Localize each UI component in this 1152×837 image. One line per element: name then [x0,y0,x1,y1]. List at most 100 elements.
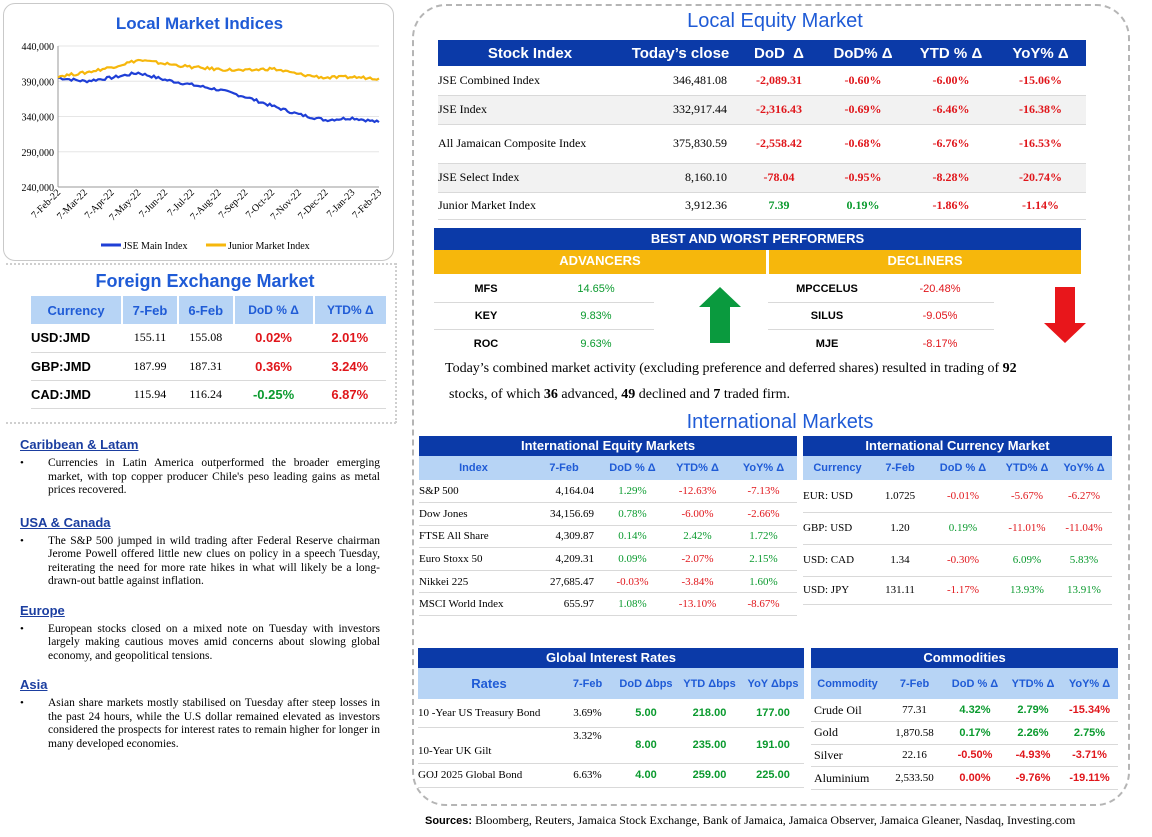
summary-text: stocks, of which [449,387,544,402]
equity-header-yoy: YoY% Δ [1012,44,1069,62]
news-section: Caribbean & Latam • Currencies in Latin … [20,437,380,751]
commodity-name: Crude Oil [811,699,884,723]
rates-name: GOJ 2025 Global Bond [418,763,560,788]
legend-label: Junior Market Index [228,241,310,252]
fx-divider-vertical [395,263,397,423]
ie-value: 4,209.31 [528,547,600,571]
rates-value: 3.32% [560,727,615,764]
equity-name: JSE Index [438,95,622,125]
summary-advanced: 36 [543,387,558,402]
fx-header-currency: Currency [31,296,124,324]
ie-value: 27,685.47 [528,570,600,594]
equity-ytd: -6.00% [907,66,995,96]
decliner-value: -8.17% [922,337,958,350]
fx-ytd: 2.01% [313,324,386,353]
chart-title: Local Market Indices [115,14,284,33]
commodity-yoy: 2.75% [1061,721,1118,745]
equity-name: Junior Market Index [438,192,622,220]
advancer-row: ROC 9.63% [434,330,654,357]
advancer-value: 9.83% [580,310,612,322]
ifx-row: USD: CAD 1.34 -0.30% 6.09% 5.83% [803,544,1112,577]
commodity-yoy: -19.11% [1061,766,1118,790]
commodity-dod: 0.00% [945,766,1005,790]
rates-yoy: 191.00 [742,727,804,764]
ifx-name: GBP: USD [803,512,872,545]
news-heading: Caribbean & Latam [20,437,139,452]
advancer-name: KEY [474,310,498,322]
ifx-header: YTD% Δ [998,456,1056,480]
x-tick-label: 7-Feb-23 [350,187,384,221]
rates-value: 3.69% [560,699,615,728]
local-equity-title: Local Equity Market [687,10,863,32]
bullet-icon: • [20,534,24,547]
rates-header: YoY Δbps [742,668,804,699]
fx-dod: 0.36% [233,352,314,381]
series-line-junior [57,58,380,81]
ie-dod: 0.09% [600,547,665,571]
decliner-row: SILUS -9.05% [768,303,994,330]
commodity-value: 77.31 [884,699,945,723]
ie-name: Nikkei 225 [419,570,528,594]
series-line-jse-main [57,71,380,124]
ie-row: MSCI World Index 655.97 1.08% -13.10% -8.67% [419,592,797,617]
decliner-row: MJE -8.17% [768,330,994,357]
fx-header-dod: DoD % Δ [233,296,315,324]
equity-ytd: -6.76% [907,124,995,164]
rates-ytd: 218.00 [677,699,742,728]
equity-dodpct: -0.68% [819,124,907,164]
ie-dod: 1.29% [600,480,665,504]
ie-row: FTSE All Share 4,309.87 0.14% 2.42% 1.72% [419,525,797,549]
ifx-name: USD: JPY [803,576,872,605]
news-text: The S&P 500 jumped in wild trading after… [48,534,380,588]
ie-ytd: -13.10% [665,592,730,617]
news-block: Asia • Asian share markets mostly stabil… [20,677,380,751]
news-text: European stocks closed on a mixed note o… [48,622,380,662]
down-arrow-icon [1044,287,1086,343]
ie-ytd: -12.63% [665,480,730,504]
commodities-title: Commodities [811,648,1118,668]
equity-ytd: -8.28% [907,163,995,193]
summary-total: 92 [1002,361,1017,376]
equity-close: 346,481.08 [622,66,739,96]
commodity-header: 7-Feb [884,668,945,699]
equity-row: JSE Combined Index 346,481.08 -2,089.31 … [438,66,1086,96]
equity-dod: -2,316.43 [739,95,819,125]
rates-table: Rates 7-Feb DoD Δbps YTD Δbps YoY Δbps 1… [418,668,804,788]
legend-label: JSE Main Index [123,241,187,252]
bwp-title: BEST AND WORST PERFORMERS [434,228,1081,250]
news-heading: Europe [20,602,65,618]
ifx-value: 131.11 [872,576,928,605]
ifx-row: GBP: USD 1.20 0.19% -11.01% -11.04% [803,512,1112,545]
summary-text: traded firm. [720,387,790,402]
fx-6feb: 187.31 [177,352,234,381]
rates-yoy: 225.00 [742,763,804,788]
fx-currency: GBP:JMD [31,352,123,381]
ifx-header: Currency [803,456,872,480]
commodity-dod: -0.50% [945,744,1005,768]
fx-dod: 0.02% [233,324,314,353]
ie-name: Dow Jones [419,502,528,526]
fx-header-ytd: YTD% Δ [313,296,386,324]
equity-yoy: -15.06% [995,66,1086,96]
ifx-yoy: 5.83% [1056,544,1112,577]
bullet-icon: • [20,697,24,709]
rates-ytd: 235.00 [677,727,742,764]
advancer-name: ROC [473,337,499,350]
ie-dod: 0.78% [600,502,665,526]
rates-name: 10-Year UK Gilt [418,727,560,764]
equity-name: JSE Select Index [438,163,622,193]
equity-yoy: -16.38% [995,95,1086,125]
equity-ytd: -6.46% [907,95,995,125]
rates-header: YTD Δbps [677,668,742,699]
equity-name: All Jamaican Composite Index [438,124,622,164]
intl-equity-table: Index 7-Feb DoD % Δ YTD% Δ YoY% Δ S&P 50… [419,456,797,617]
advancer-value: 9.63% [580,337,612,350]
fx-table: Currency 7-Feb 6-Feb DoD % Δ YTD% Δ USD:… [31,296,386,409]
right-panel-frame [412,4,1130,806]
ie-name: FTSE All Share [419,525,528,549]
decliner-name: SILUS [810,310,844,322]
commodity-dod: 4.32% [945,699,1005,723]
intl-fx-title: International Currency Market [803,436,1112,456]
ifx-yoy: -11.04% [1056,512,1112,545]
ie-value: 655.97 [528,592,600,617]
